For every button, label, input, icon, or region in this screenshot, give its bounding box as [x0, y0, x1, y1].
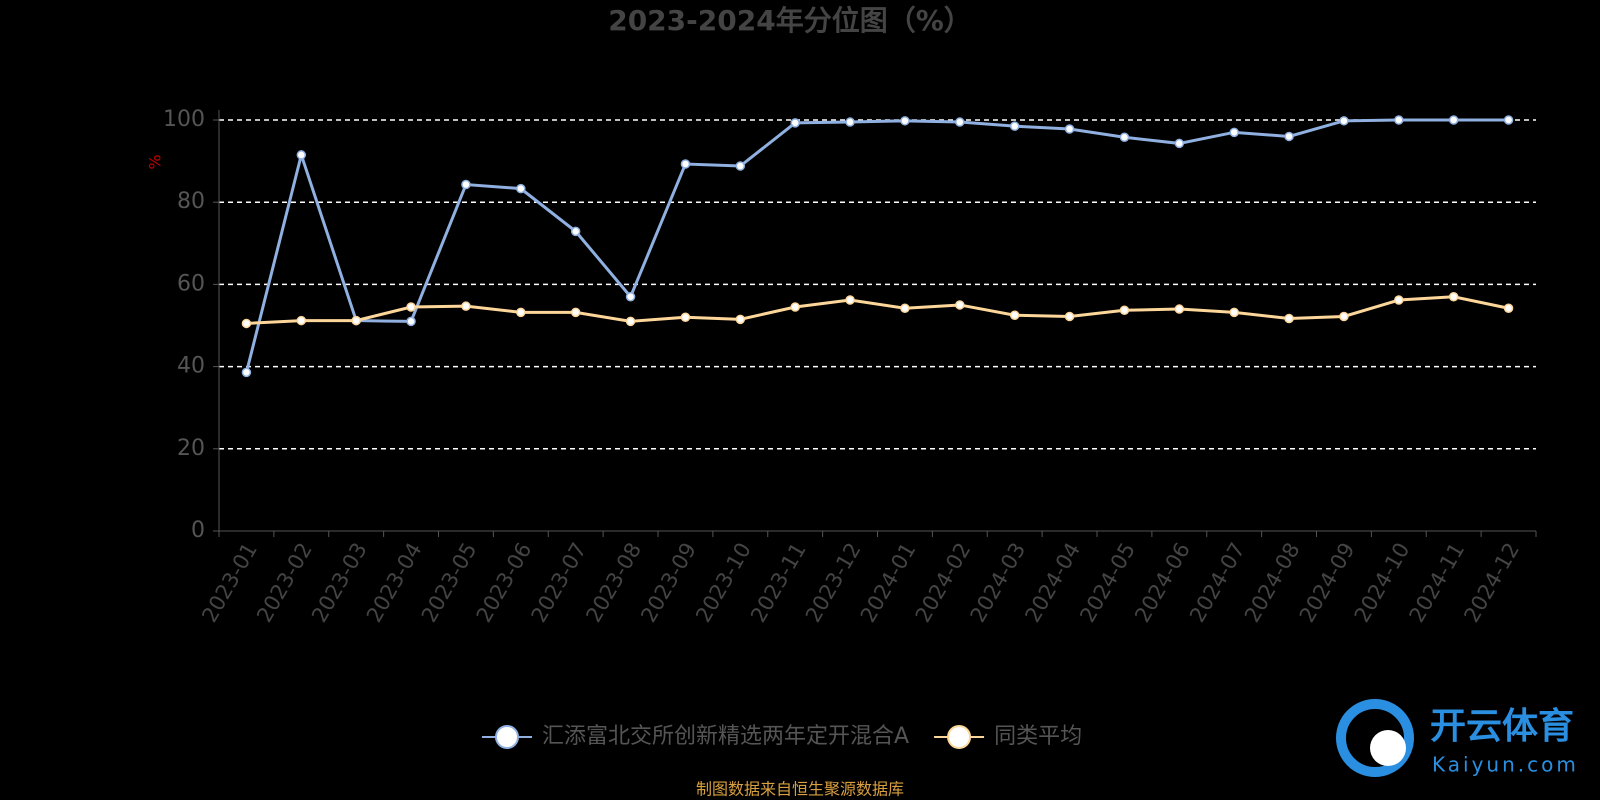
data-point: [516, 307, 526, 318]
y-tick-label: 100: [163, 107, 205, 132]
data-point: [1064, 311, 1075, 322]
legend-item[interactable]: 汇添富北交所创新精选两年定开混合A: [482, 724, 909, 749]
watermark-ball: [1370, 730, 1406, 766]
data-point: [1339, 116, 1349, 126]
data-point: [680, 159, 691, 169]
data-point: [1174, 304, 1185, 314]
data-point: [1284, 313, 1294, 324]
legend: 汇添富北交所创新精选两年定开混合A 同类平均: [482, 724, 1082, 749]
data-point: [1339, 311, 1349, 322]
watermark-brand: 开云体育: [1430, 706, 1574, 747]
data-point: [406, 316, 416, 327]
series-line: [246, 295, 1509, 325]
data-point: [790, 302, 800, 312]
legend-swatch: [947, 725, 972, 749]
y-tick-label: 20: [177, 436, 205, 461]
x-tick-label: 2024-12: [1459, 539, 1524, 627]
data-point: [461, 301, 471, 311]
data-point: [1394, 295, 1404, 305]
y-tick-label: 40: [177, 354, 205, 379]
legend-label: 同类平均: [994, 724, 1082, 749]
data-point: [1394, 115, 1404, 125]
data-point: [735, 314, 746, 325]
data-point: [680, 312, 691, 323]
legend-item[interactable]: 同类平均: [934, 724, 1082, 749]
data-point: [1064, 124, 1075, 134]
data-point: [570, 307, 581, 318]
y-tick-label: 0: [191, 518, 205, 543]
data-point: [955, 117, 965, 127]
source-note: 制图数据来自恒生聚源数据库: [696, 780, 904, 799]
data-point: [1174, 138, 1185, 149]
data-point: [1503, 303, 1514, 313]
data-point: [1119, 132, 1130, 143]
data-point: [351, 315, 361, 326]
watermark: 开云体育 Kaiyun.com: [1336, 699, 1579, 777]
data-point: [1284, 131, 1294, 142]
data-point: [900, 303, 910, 313]
data-point: [1229, 127, 1239, 138]
data-point: [900, 116, 910, 126]
chart-title: 2023-2024年分位图（%）: [608, 4, 972, 37]
data-point: [241, 367, 252, 378]
data-point: [1229, 307, 1239, 318]
watermark-site: Kaiyun.com: [1432, 753, 1579, 777]
data-point: [625, 291, 636, 302]
data-point: [1119, 305, 1130, 316]
data-point: [461, 179, 471, 190]
y-tick-label: 80: [177, 189, 205, 214]
y-axis-label: %: [146, 154, 165, 169]
data-point: [1503, 115, 1514, 125]
data-point: [1009, 310, 1020, 320]
y-tick-label: 60: [177, 271, 205, 296]
watermark-logo: [1336, 699, 1414, 777]
data-point: [790, 118, 800, 128]
data-point: [735, 161, 746, 171]
data-point: [955, 300, 965, 310]
data-point: [1009, 121, 1020, 131]
data-point: [296, 315, 307, 326]
series-line: [244, 118, 1509, 373]
data-point: [625, 316, 636, 327]
legend-label: 汇添富北交所创新精选两年定开混合A: [542, 724, 909, 749]
data-point: [406, 302, 416, 312]
data-point: [241, 318, 252, 329]
data-point: [845, 117, 855, 127]
data-point: [1448, 291, 1459, 302]
legend-swatch: [495, 725, 519, 749]
data-point: [1448, 115, 1459, 125]
data-point: [570, 226, 581, 237]
data-point: [845, 295, 855, 305]
data-point: [516, 183, 526, 194]
data-point: [296, 150, 307, 160]
